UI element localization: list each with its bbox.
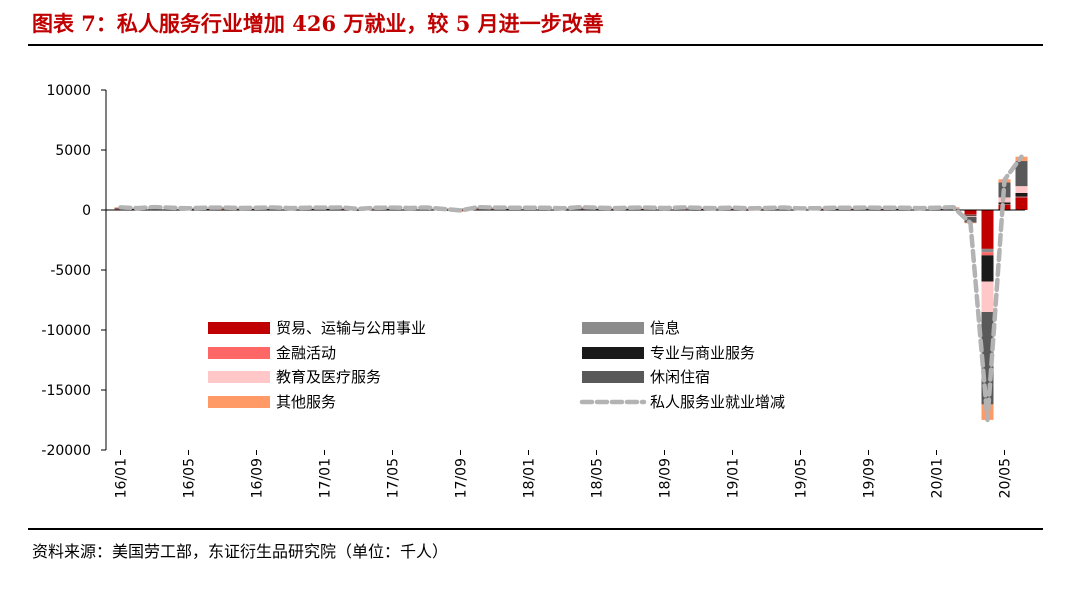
- bar-segment-education: [981, 281, 994, 312]
- figure-title: 图表 7：私人服务行业增加 426 万就业，较 5 月进一步改善: [32, 11, 604, 36]
- legend-label-education: 教育及医疗服务: [276, 368, 381, 386]
- bar-segment-info: [1015, 197, 1028, 198]
- legend-label-finance: 金融活动: [276, 344, 336, 362]
- bar-segment-other: [471, 207, 484, 208]
- x-tick-label: 16/05: [182, 458, 198, 498]
- legend-swatch-trade: [208, 322, 270, 334]
- x-tick-label: 17/01: [318, 458, 334, 498]
- y-tick-label: -20000: [41, 443, 91, 459]
- bar-segment-leisure: [964, 216, 977, 223]
- title-rule: [28, 44, 1043, 46]
- bar-segment-finance: [981, 252, 994, 256]
- bar-segment-education: [726, 208, 739, 209]
- legend-label-other: 其他服务: [276, 393, 336, 411]
- bar-segment-finance: [471, 209, 484, 210]
- legend-swatch-leisure: [582, 371, 644, 383]
- y-tick-label: 0: [82, 203, 91, 219]
- bar-segment-trade: [981, 210, 994, 249]
- bar-segment-professional: [471, 208, 484, 210]
- x-tick-label: 16/01: [114, 458, 130, 498]
- x-tick-label: 19/05: [794, 458, 810, 498]
- bar-segment-info: [964, 214, 977, 216]
- bar-segment-info: [981, 248, 994, 253]
- y-tick-label: 10000: [46, 83, 91, 99]
- bar-segment-professional: [726, 208, 739, 210]
- legend-label-total: 私人服务业就业增减: [650, 393, 785, 411]
- legend-label-professional: 专业与商业服务: [650, 344, 755, 362]
- x-tick-label: 18/09: [658, 458, 674, 498]
- bar-segment-professional: [964, 215, 977, 217]
- bar-segment-education: [964, 216, 977, 217]
- x-axis-ticks: 16/01 16/05 16/09 17/01 17/05 17/09 18/01 18/05…: [114, 450, 1014, 498]
- bar-segment-other: [726, 207, 739, 209]
- legend-label-info: 信息: [650, 319, 680, 337]
- legend-label-leisure: 休闲住宿: [650, 368, 710, 386]
- x-tick-label: 19/09: [862, 458, 878, 498]
- x-tick-label: 19/01: [726, 458, 742, 498]
- y-tick-label: -5000: [50, 263, 91, 279]
- legend-swatch-finance: [208, 347, 270, 359]
- x-tick-label: 17/05: [386, 458, 402, 498]
- y-tick-label: -10000: [41, 323, 91, 339]
- footer-rule: [28, 528, 1043, 530]
- bar-segment-finance: [726, 209, 739, 210]
- y-tick-label: 5000: [55, 143, 91, 159]
- total-series-line: [118, 154, 1024, 423]
- bar-segment-professional: [998, 202, 1011, 205]
- bar-segment-finance: [216, 208, 229, 210]
- total-line-group: [118, 154, 1024, 423]
- legend-swatch-other: [208, 396, 270, 408]
- legend-swatch-education: [208, 371, 270, 383]
- legend-swatch-professional: [582, 347, 644, 359]
- legend-label-trade: 贸易、运输与公用事业: [276, 319, 426, 337]
- y-axis-ticks: 10000 5000 0 -5000 -10000 -15000 -20000: [41, 83, 106, 459]
- bar-segment-trade: [964, 210, 977, 215]
- y-tick-label: -15000: [41, 383, 91, 399]
- x-tick-label: 18/01: [522, 458, 538, 498]
- source-note: 资料来源：美国劳工部，东证衍生品研究院（单位：千人）: [32, 542, 449, 561]
- x-tick-label: 20/01: [930, 458, 946, 498]
- bar-segment-finance: [1015, 196, 1028, 198]
- bar-segment-education: [471, 207, 484, 209]
- bar-segment-education: [1015, 186, 1028, 193]
- bar-segment-professional: [216, 208, 229, 210]
- x-tick-label: 18/05: [590, 458, 606, 498]
- bar-segment-professional: [1015, 192, 1028, 197]
- bar-segment-professional: [981, 255, 994, 282]
- bar-segment-info: [352, 210, 365, 211]
- x-tick-label: 17/09: [454, 458, 470, 498]
- x-tick-label: 16/09: [250, 458, 266, 498]
- bar-segment-trade: [1015, 197, 1028, 210]
- bar-segment-finance: [573, 209, 586, 210]
- x-tick-label: 20/05: [998, 458, 1014, 498]
- legend-swatch-info: [582, 322, 644, 334]
- bar-segment-leisure: [1015, 161, 1028, 187]
